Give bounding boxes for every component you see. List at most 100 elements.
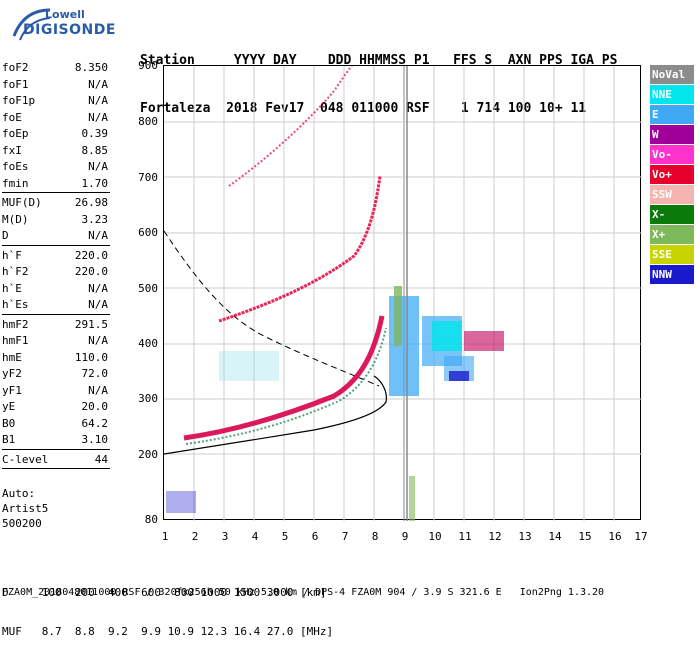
legend-item-nnw: NNW [650,265,694,284]
param-value: 72.0 [81,367,109,380]
x-tick-label: 5 [281,530,289,543]
param-key: foEs [2,160,29,173]
param-row: foE N/A [2,109,110,126]
x-tick-label: 10 [428,530,442,543]
param-row: B0 64.2 [2,415,110,432]
param-row: h`F2 220.0 [2,263,110,280]
legend-item-sse: SSE [650,245,694,264]
param-row: foF2 8.350 [2,59,110,76]
params-block2: MUF(D) 26.98 M(D) 3.23 D N/A [2,194,110,244]
param-value: N/A [88,160,108,173]
param-value: N/A [88,298,108,311]
param-key: h`Es [2,298,29,311]
param-row: h`Es N/A [2,296,110,313]
x-tick-label: 17 [634,530,648,543]
f2-trace-3hop [228,66,353,187]
param-row: foF1p N/A [2,92,110,109]
station-header: Station YYYY DAY DDD HHMMSS P1 FFS S AXN… [140,21,617,133]
x-tick-label: 8 [371,530,379,543]
parameter-panel: foF2 8.350 foF1 N/A foF1p N/A foE N/A foEp 0.… [2,59,110,470]
x-tick-label: 13 [518,530,532,543]
divider [2,192,110,193]
param-row: fmin 1.70 [2,175,110,192]
param-key: hmF1 [2,334,29,347]
params-block4: hmF2 291.5 hmF1 N/A hmE 110.0 yF2 72.0 yF1 N/… [2,316,110,448]
ionogram-plot[interactable] [163,65,642,521]
param-row: h`F 220.0 [2,247,110,264]
header-values: Fortaleza 2018 Fev17 048 011000 RSF 1 71… [140,101,587,116]
param-value: 8.350 [74,61,108,74]
distance-row: D 100 200 400 600 800 1000 1500 3000 [km… [2,586,327,599]
param-value: 20.0 [81,400,109,413]
f2-trace-2hop [218,175,382,323]
y-tick-label: 500 [138,282,158,295]
x-tick-label: 7 [341,530,349,543]
legend-item-noval: NoVal [650,65,694,84]
param-key: h`E [2,281,22,295]
param-key: hmE [2,350,22,364]
param-key: h`F [2,248,22,262]
x-tick-label: 1 [161,530,169,543]
spread-f-cluster [219,286,504,396]
param-row: D N/A [2,227,110,244]
file-info: FZA0M_2018048011000.RSF / 320fx256h 50 k… [2,587,605,598]
legend-item-vo-plus: Vo+ [650,165,694,184]
param-key: M(D) [2,212,29,226]
legend-item-x-plus: X+ [650,225,694,244]
param-value: 291.5 [74,317,108,331]
param-row: foF1 N/A [2,76,110,93]
legend-item-nne: NNE [650,85,694,104]
y-tick-label: 80 [144,513,158,526]
direction-legend: NoVal NNE E W Vo- Vo+ SSW X- X+ SSE NNW [650,65,694,285]
artist-label: Auto: [2,487,36,500]
param-row: M(D) 3.23 [2,211,110,228]
param-row: hmF1 N/A [2,332,110,349]
param-key: D [2,229,9,242]
param-row: h`E N/A [2,280,110,297]
f2-trace-lower-green [185,327,387,445]
param-key: B1 [2,433,16,446]
param-row: B1 3.10 [2,431,110,448]
param-value: 0.39 [81,127,109,140]
param-key: yE [2,400,16,413]
legend-item-e: E [650,105,694,124]
x-tick-label: 2 [191,530,199,543]
param-row: hmF2 291.5 [2,316,110,333]
param-value: N/A [88,94,108,107]
param-key: foF1 [2,77,29,91]
param-value: 110.0 [74,350,108,364]
param-key: C-level [2,452,49,466]
artist-version: 500200 [2,517,42,530]
param-key: B0 [2,416,16,430]
y-tick-label: 600 [138,226,158,239]
params-block5: C-level 44 [2,451,110,468]
param-key: foF2 [2,61,29,74]
legend-item-x-minus: X- [650,205,694,224]
param-value: 220.0 [74,265,108,278]
params-block1: foF2 8.350 foF1 N/A foF1p N/A foE N/A foEp 0.… [2,59,110,191]
params-block3: h`F 220.0 h`F2 220.0 h`E N/A h`Es N/A [2,247,110,313]
vertical-gridlines [193,66,615,521]
param-key: foEp [2,127,29,140]
param-key: h`F2 [2,265,29,278]
x-tick-label: 14 [548,530,562,543]
solid-profile-curve [164,375,387,455]
muf-row: MUF 8.7 8.8 9.2 9.9 10.9 12.3 16.4 27.0 … [2,625,334,638]
param-row: foEp 0.39 [2,125,110,142]
logo-arc-icon [12,8,50,41]
param-row: fxI 8.85 [2,142,110,159]
legend-item-w: W [650,125,694,144]
param-value: N/A [88,229,108,242]
param-row: C-level 44 [2,451,110,468]
digisonde-logo: Lowell DIGISONDE [10,6,125,46]
param-value: 1.70 [81,176,109,190]
legend-item-ssw: SSW [650,185,694,204]
y-tick-label: 700 [138,171,158,184]
param-key: hmF2 [2,317,29,331]
autoscaling-info: Auto: Artist5 500200 [2,486,48,531]
low-freq-returns [166,476,415,521]
logo-lowell: Lowell [45,8,85,21]
muf-table: D 100 200 400 600 800 1000 1500 3000 [km… [2,560,333,651]
param-row: hmE 110.0 [2,349,110,366]
artist-name: Artist5 [2,502,49,515]
